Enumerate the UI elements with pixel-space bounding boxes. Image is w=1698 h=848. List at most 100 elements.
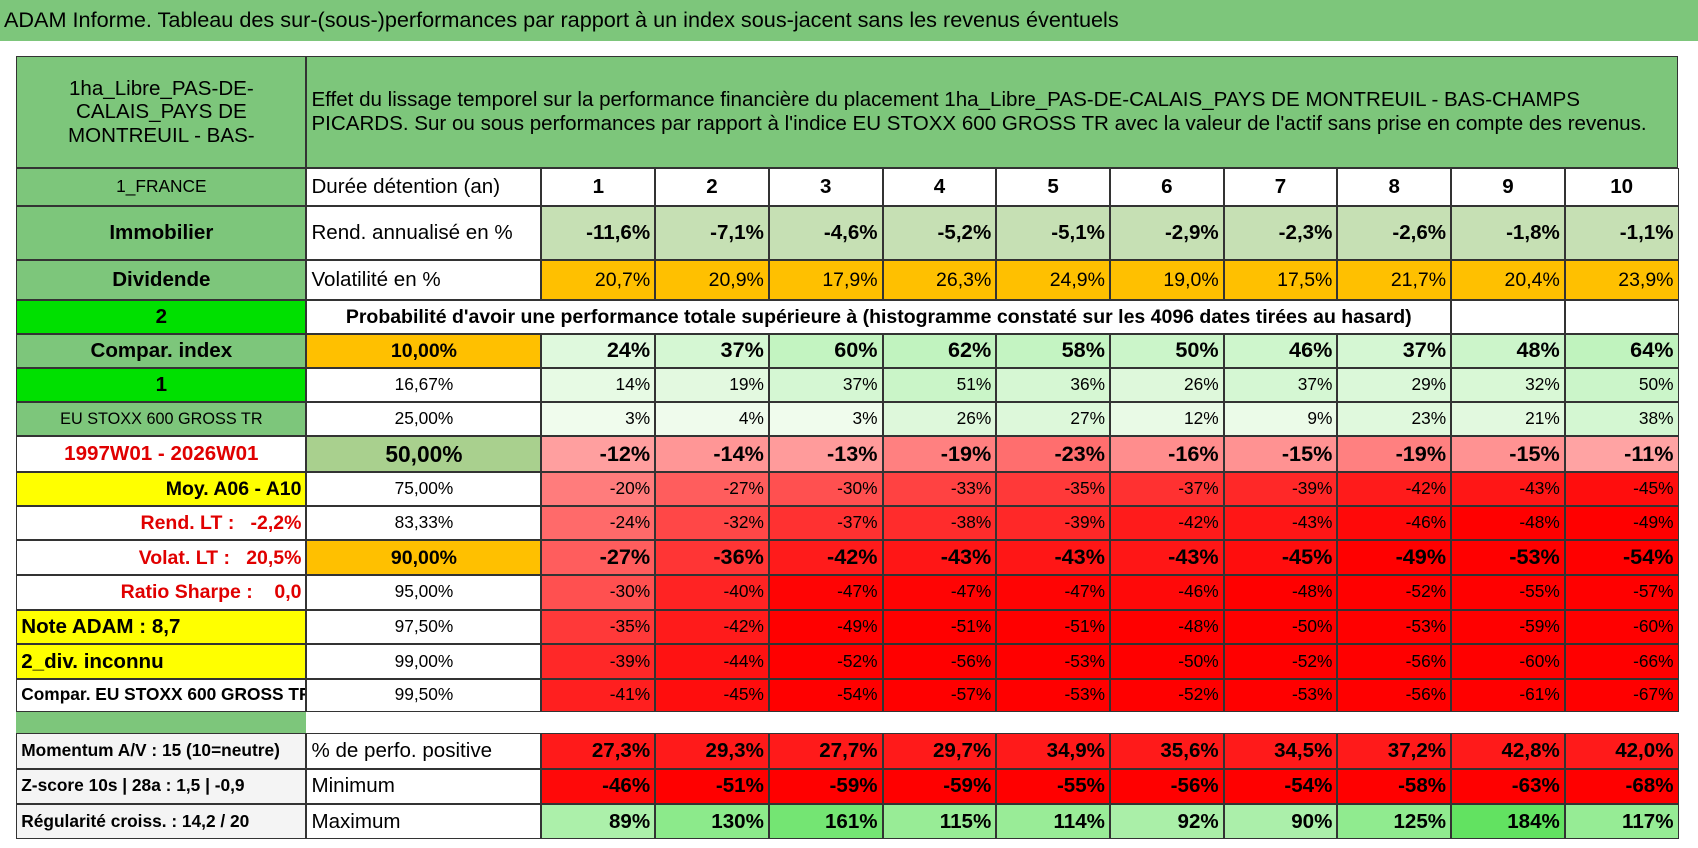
cell: -51% — [655, 768, 769, 804]
cell: -47% — [996, 575, 1110, 610]
cell: -12% — [541, 436, 656, 473]
cell: 32% — [1451, 368, 1565, 402]
cell: 3% — [768, 401, 883, 437]
cell: -49% — [768, 609, 883, 645]
cell: -52% — [1109, 679, 1224, 712]
cell: -2,3% — [1223, 205, 1338, 260]
cell: 21,7% — [1337, 259, 1452, 300]
cell: 46% — [1223, 333, 1338, 369]
empty-cell — [1564, 299, 1679, 334]
cell: -48% — [1223, 575, 1338, 610]
cell: 3 — [768, 167, 883, 206]
side-label: Rend. LT : -2,2% — [16, 505, 307, 541]
cell: -35% — [541, 609, 656, 645]
cell: -39% — [1223, 472, 1338, 506]
cell: 117% — [1564, 803, 1679, 840]
cell: -15% — [1223, 436, 1338, 473]
cell: 17,5% — [1223, 259, 1338, 300]
cell: -2,6% — [1337, 205, 1452, 260]
cell: -43% — [1223, 505, 1338, 541]
cell: -60% — [1564, 609, 1679, 645]
cell: 4% — [655, 401, 769, 437]
row-label: Volatilité en % — [306, 259, 542, 300]
cell: -1,1% — [1564, 205, 1679, 260]
row-label: Durée détention (an) — [306, 167, 542, 206]
cell: -54% — [1564, 540, 1679, 576]
cell: -51% — [882, 609, 997, 645]
cell: 1 — [541, 167, 656, 206]
cell: -11,6% — [541, 205, 656, 260]
side-label: Note ADAM : 8,7 — [16, 609, 307, 645]
cell: 37% — [1223, 368, 1338, 402]
cell: -55% — [1451, 575, 1565, 610]
cell: -45% — [1223, 540, 1338, 576]
cell: 36% — [996, 368, 1110, 402]
percentile: 10,00% — [306, 333, 542, 369]
cell: 27,3% — [541, 733, 656, 769]
cell: -43% — [1451, 472, 1565, 506]
cell: 62% — [882, 333, 997, 369]
cell: 26% — [1109, 368, 1224, 402]
cell: -13% — [768, 436, 883, 473]
cell: -49% — [1564, 505, 1679, 541]
cell: -23% — [996, 436, 1110, 473]
cell: -45% — [655, 679, 769, 712]
cell: -56% — [1337, 679, 1452, 712]
cell: 17,9% — [768, 259, 883, 300]
cell: 35,6% — [1109, 733, 1224, 769]
side-label: Momentum A/V : 15 (10=neutre) — [16, 733, 307, 769]
side-label: Z-score 10s | 28a : 1,5 | -0,9 — [16, 768, 307, 804]
side-label: Dividende — [16, 259, 307, 300]
cell: 10 — [1564, 167, 1679, 206]
row-label: Rend. annualisé en % — [306, 205, 542, 260]
side-label: Compar. index — [16, 333, 307, 369]
row-label: Maximum — [306, 803, 542, 840]
cell: -52% — [1223, 644, 1338, 680]
cell: -53% — [1223, 679, 1338, 712]
cell: -38% — [882, 505, 997, 541]
cell: 12% — [1109, 401, 1224, 437]
cell: -42% — [768, 540, 883, 576]
cell: 3% — [541, 401, 656, 437]
side-label: Ratio Sharpe : 0,0 — [16, 575, 307, 610]
description: Effet du lissage temporel sur la perform… — [306, 56, 1679, 168]
percentile: 99,50% — [306, 679, 542, 712]
side-label: 2 — [16, 299, 307, 334]
cell: -24% — [541, 505, 656, 541]
cell: -47% — [768, 575, 883, 610]
cell: 5 — [996, 167, 1110, 206]
cell: 8 — [1337, 167, 1452, 206]
cell: -42% — [655, 609, 769, 645]
cell: 26,3% — [882, 259, 997, 300]
cell: -56% — [882, 644, 997, 680]
cell: 24,9% — [996, 259, 1110, 300]
cell: -30% — [768, 472, 883, 506]
cell: 20,9% — [655, 259, 769, 300]
cell: 27,7% — [768, 733, 883, 769]
cell: -59% — [768, 768, 883, 804]
cell: 50% — [1564, 368, 1679, 402]
cell: 114% — [996, 803, 1110, 840]
cell: -2,9% — [1109, 205, 1224, 260]
side-label: Immobilier — [16, 205, 307, 260]
cell: 37,2% — [1337, 733, 1452, 769]
cell: 42,0% — [1564, 733, 1679, 769]
cell: 26% — [882, 401, 997, 437]
side-label: 2_div. inconnu — [16, 644, 307, 680]
cell: -27% — [655, 472, 769, 506]
cell: 29,7% — [882, 733, 997, 769]
cell: -53% — [1451, 540, 1565, 576]
cell: 125% — [1337, 803, 1452, 840]
cell: -63% — [1451, 768, 1565, 804]
cell: -43% — [1109, 540, 1224, 576]
cell: -52% — [1337, 575, 1452, 610]
cell: -7,1% — [655, 205, 769, 260]
cell: 24% — [541, 333, 656, 369]
cell: -53% — [996, 644, 1110, 680]
cell: 184% — [1451, 803, 1565, 840]
cell: 42,8% — [1451, 733, 1565, 769]
cell: -37% — [1109, 472, 1224, 506]
cell: -51% — [996, 609, 1110, 645]
percentile: 83,33% — [306, 505, 542, 541]
side-label: Moy. A06 - A10 — [16, 472, 307, 506]
